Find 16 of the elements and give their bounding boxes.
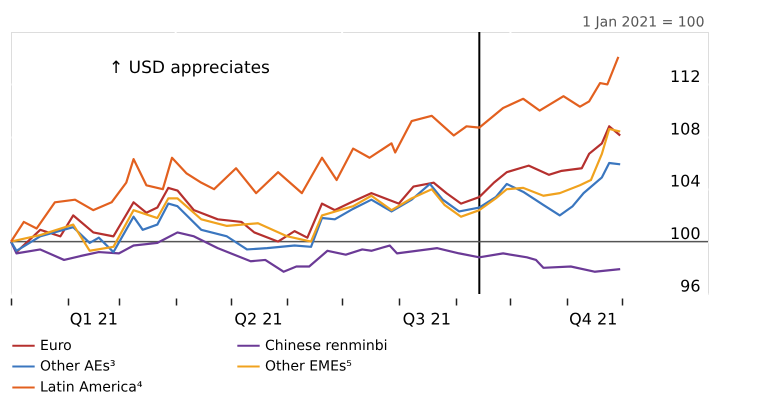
y-axis-title: 1 Jan 2021 = 100 [582,14,704,30]
x-tick-label: Q3 21 [402,310,451,328]
x-tick-label: Q2 21 [234,310,283,328]
legend-label: Other AEs³ [40,358,116,374]
y-tick-label: 96 [680,276,700,296]
x-tick-label: Q4 21 [569,310,618,328]
y-tick-label: 100 [670,224,700,244]
y-tick-label: 112 [670,66,700,86]
legend-label: Euro [40,338,72,354]
legend-label: Other EMEs⁵ [265,358,352,374]
y-tick-label: 108 [670,119,700,138]
annotation: ↑ USD appreciates [109,58,270,78]
legend-label: Chinese renminbi [265,338,388,354]
y-tick-label: 104 [670,172,700,191]
legend-label: Latin America⁴ [40,380,143,396]
x-tick-label: Q1 21 [70,310,118,328]
